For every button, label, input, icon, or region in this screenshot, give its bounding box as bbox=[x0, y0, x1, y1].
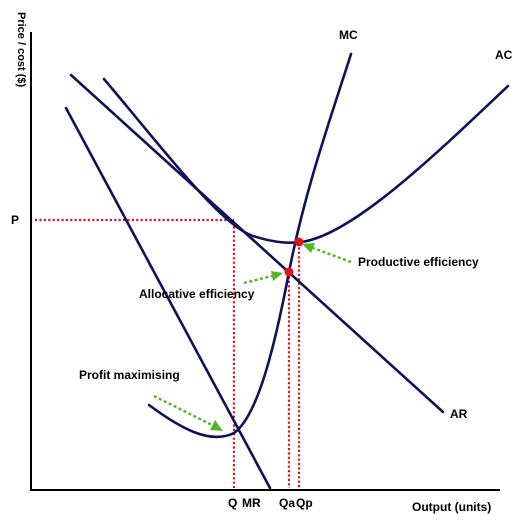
productive-efficiency-label: Productive efficiency bbox=[358, 255, 479, 269]
productive-efficiency-point bbox=[294, 237, 304, 247]
mc-curve-label: MC bbox=[339, 28, 358, 42]
x-axis-label: Output (units) bbox=[412, 500, 491, 514]
profit-maximising-label: Profit maximising bbox=[79, 368, 180, 382]
profit-arrow-line bbox=[153, 394, 213, 427]
productive-arrow-head bbox=[302, 243, 315, 253]
annotation-arrows bbox=[153, 243, 352, 431]
allocative-arrow-head bbox=[271, 271, 283, 281]
ac-curve bbox=[102, 77, 510, 244]
ar-curve bbox=[69, 73, 445, 414]
curves bbox=[64, 52, 510, 490]
qp-tick-label: Qp bbox=[296, 496, 313, 510]
mr-curve bbox=[64, 106, 272, 490]
efficiency-points bbox=[284, 237, 304, 277]
ar-curve-label: AR bbox=[450, 407, 468, 421]
allocative-efficiency-label: Allocative efficiency bbox=[139, 287, 255, 301]
price-label: P bbox=[11, 213, 19, 227]
mc-curve bbox=[147, 52, 353, 439]
y-axis-label: Price / cost ($) bbox=[15, 12, 27, 88]
productive-arrow-line bbox=[312, 246, 352, 264]
qa-tick-label: Qa bbox=[279, 496, 295, 510]
mr-curve-label: MR bbox=[242, 496, 261, 510]
ac-curve-label: AC bbox=[495, 48, 513, 62]
guide-lines bbox=[35, 218, 301, 488]
q-tick-label: Q bbox=[228, 496, 237, 510]
profit-arrow-head bbox=[210, 420, 223, 431]
allocative-efficiency-point bbox=[284, 267, 294, 277]
allocative-arrow-line bbox=[243, 274, 273, 285]
